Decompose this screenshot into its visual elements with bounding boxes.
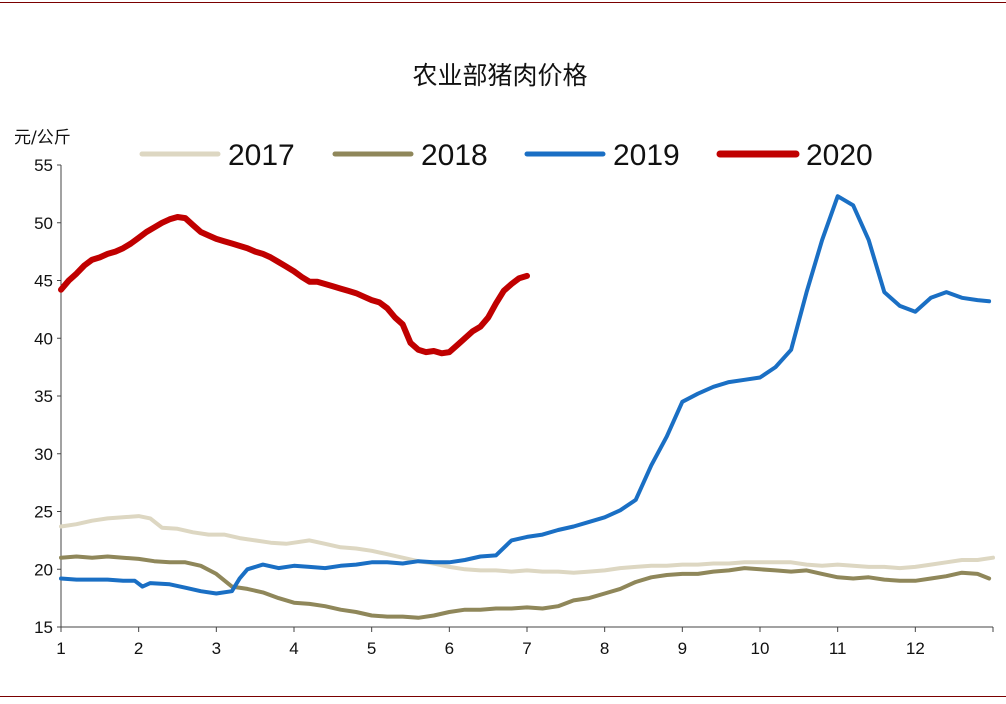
series-line-2019 bbox=[59, 194, 992, 596]
y-tick-label: 35 bbox=[34, 387, 53, 406]
y-tick-label: 40 bbox=[34, 329, 53, 348]
y-tick-label: 25 bbox=[34, 503, 53, 522]
y-tick-label: 30 bbox=[34, 445, 53, 464]
y-tick-label: 50 bbox=[34, 214, 53, 233]
x-tick-label: 4 bbox=[289, 639, 298, 658]
legend-label-2018: 2018 bbox=[421, 139, 488, 172]
x-tick-label: 1 bbox=[56, 639, 65, 658]
legend-label-2019: 2019 bbox=[613, 139, 680, 172]
y-tick-label: 20 bbox=[34, 560, 53, 579]
x-tick-label: 3 bbox=[212, 639, 221, 658]
y-axis-unit-label: 元/公斤 bbox=[14, 128, 71, 148]
x-tick-label: 10 bbox=[751, 639, 770, 658]
x-tick-label: 6 bbox=[445, 639, 454, 658]
legend: 2017 2018 2019 2020 bbox=[139, 139, 873, 172]
chart-title: 农业部猪肉价格 bbox=[412, 61, 587, 90]
x-tick-label: 2 bbox=[134, 639, 143, 658]
y-tick-label: 15 bbox=[34, 618, 53, 637]
y-tick-label: 55 bbox=[34, 156, 53, 175]
x-tick-label: 11 bbox=[829, 639, 847, 658]
series-line-2017 bbox=[59, 514, 995, 575]
x-tick-label: 5 bbox=[367, 639, 376, 658]
series-layer bbox=[58, 194, 995, 620]
x-tick-label: 12 bbox=[906, 639, 925, 658]
top-rule bbox=[0, 2, 1006, 3]
x-tick-label: 8 bbox=[600, 639, 609, 658]
legend-label-2020: 2020 bbox=[806, 139, 873, 172]
bottom-rule bbox=[0, 696, 1006, 697]
y-tick-label: 45 bbox=[34, 272, 53, 291]
x-tick-label: 9 bbox=[678, 639, 687, 658]
series-line-2020 bbox=[58, 214, 530, 357]
series-line-2018 bbox=[59, 554, 992, 620]
x-tick-label: 7 bbox=[522, 639, 531, 658]
legend-label-2017: 2017 bbox=[228, 139, 295, 172]
